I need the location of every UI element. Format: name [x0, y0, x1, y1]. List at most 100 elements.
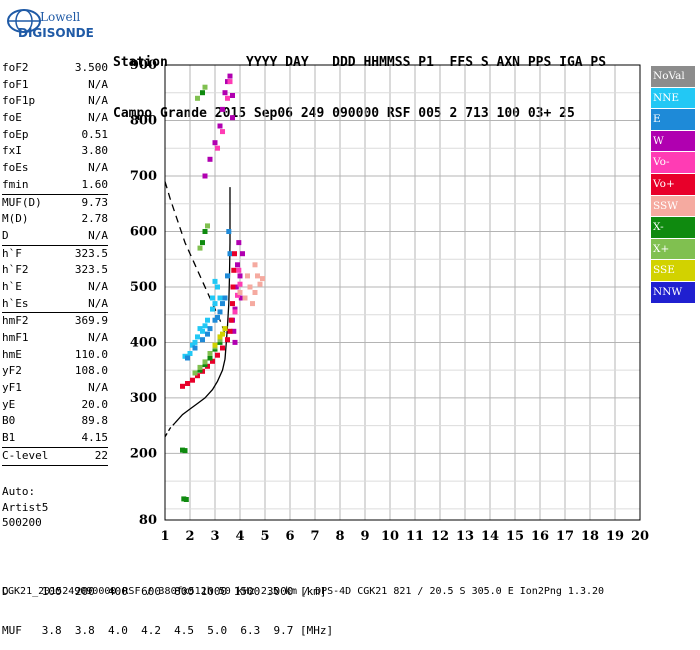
echo-point — [202, 359, 208, 365]
x-tick-label: 13 — [456, 529, 474, 544]
artist-code: 500200 — [2, 516, 42, 529]
param-row: foF1p N/A — [2, 93, 108, 110]
echo-point — [205, 317, 210, 323]
scaled-parameters-panel: foF2 3.500 foF1 N/A foF1p N/A foE N/A foEp 0.51 fx… — [2, 60, 108, 466]
echo-point — [225, 95, 230, 101]
echo-point — [232, 251, 237, 257]
param-value: N/A — [88, 381, 108, 395]
echo-point — [217, 123, 223, 129]
profile-lines — [164, 181, 231, 438]
param-name: D — [2, 228, 9, 242]
legend-item: X+ — [651, 238, 695, 261]
echo-point — [190, 342, 195, 348]
echo-point — [227, 251, 233, 257]
echo-point — [235, 262, 240, 268]
legend-item: SSE — [651, 260, 695, 282]
echo-point — [202, 323, 208, 329]
param-value: N/A — [88, 228, 108, 242]
echo-point — [245, 273, 250, 279]
y-tick-label: 200 — [130, 446, 157, 461]
echo-point — [197, 245, 203, 251]
param-name: foEs — [2, 161, 29, 175]
echo-point — [197, 364, 203, 370]
echo-point — [185, 355, 190, 361]
y-tick-label: 900 — [130, 58, 157, 73]
param-row: MUF(D) 9.73 — [2, 195, 108, 212]
echo-point — [202, 362, 208, 368]
param-name: B0 — [2, 414, 16, 428]
x-tick-label: 12 — [431, 529, 449, 544]
x-tick-label: 6 — [285, 529, 294, 544]
param-row: fxI 3.80 — [2, 143, 108, 160]
param-separator — [2, 464, 108, 466]
param-separator — [2, 312, 108, 314]
echo-point — [192, 370, 198, 376]
param-name: yE — [2, 397, 16, 411]
param-value: N/A — [88, 331, 108, 344]
param-row: fmin 1.60 — [2, 177, 108, 194]
echo-point — [212, 301, 218, 307]
legend-item: SSW — [651, 195, 695, 218]
echo-point — [183, 497, 189, 502]
echo-point — [222, 326, 228, 332]
echo-point — [217, 339, 223, 345]
legend-item: NNW — [651, 281, 695, 304]
param-row: hmF2 369.9 — [2, 313, 108, 330]
echo-point — [185, 381, 190, 386]
echo-point — [180, 383, 185, 389]
echo-point — [200, 240, 205, 246]
echo-point — [237, 290, 243, 295]
x-tick-label: 16 — [531, 529, 549, 544]
muf-table: D 100 200 400 600 800 1000 1500 3000 [km… — [2, 559, 333, 650]
param-row: foEs N/A — [2, 160, 108, 177]
y-tick-label: 80 — [139, 513, 157, 528]
echo-point — [207, 351, 213, 356]
param-row: yF1 N/A — [2, 380, 108, 397]
polarization-legend: NoVal NNE E W Vo- Vo+ SSW X- X+ SSE NNW — [651, 66, 695, 304]
echo-point — [232, 306, 238, 312]
y-tick-label: 700 — [130, 169, 157, 184]
x-tick-label: 14 — [481, 529, 499, 544]
param-name: fmin — [2, 177, 29, 191]
ionogram-chart: 1 2 3 4 5 6 7 8 9 10 11 12 13 14 15 16 17 18 19 20802003004… — [130, 58, 649, 544]
legend-item: Vo+ — [651, 173, 695, 196]
x-tick-label: 4 — [235, 529, 244, 544]
echo-point — [215, 315, 220, 320]
echo-point — [230, 93, 235, 98]
x-tick-label: 20 — [631, 529, 649, 544]
echo-point — [220, 331, 225, 337]
echo-point — [217, 334, 223, 340]
echo-point — [195, 373, 200, 379]
param-value: N/A — [88, 94, 108, 108]
muf-row: MUF 3.8 3.8 4.0 4.2 4.5 5.0 6.3 9.7 [MHz… — [2, 624, 334, 637]
x-tick-label: 9 — [360, 529, 369, 544]
echo-point — [233, 284, 239, 290]
echo-point — [210, 295, 215, 301]
legend-item: W — [651, 130, 695, 153]
param-row: foF1 N/A — [2, 77, 108, 94]
param-separator — [2, 193, 108, 195]
param-value: 3.80 — [81, 144, 109, 158]
param-value: 89.8 — [81, 414, 109, 428]
param-value: N/A — [88, 296, 108, 310]
echo-point — [228, 317, 234, 323]
echo-point — [235, 292, 240, 298]
param-value: 20.0 — [81, 397, 109, 411]
param-value: 1.60 — [81, 177, 109, 191]
param-name: B1 — [2, 431, 16, 445]
param-value: 323.5 — [74, 246, 108, 260]
echo-point — [182, 448, 188, 454]
echo-point — [207, 156, 213, 162]
param-name: foF2 — [2, 61, 29, 74]
echo-point — [237, 281, 243, 287]
digisonde-logo: Lowell DIGISONDE — [4, 6, 104, 50]
param-separator — [2, 244, 108, 246]
param-name: h`F — [2, 246, 22, 260]
param-value: 2.78 — [81, 212, 109, 226]
echo-point — [227, 328, 233, 334]
echo-point — [231, 267, 237, 273]
param-name: fxI — [2, 144, 22, 158]
echo-point — [231, 328, 237, 334]
param-name: hmE — [2, 347, 22, 361]
echo-point — [220, 345, 225, 351]
